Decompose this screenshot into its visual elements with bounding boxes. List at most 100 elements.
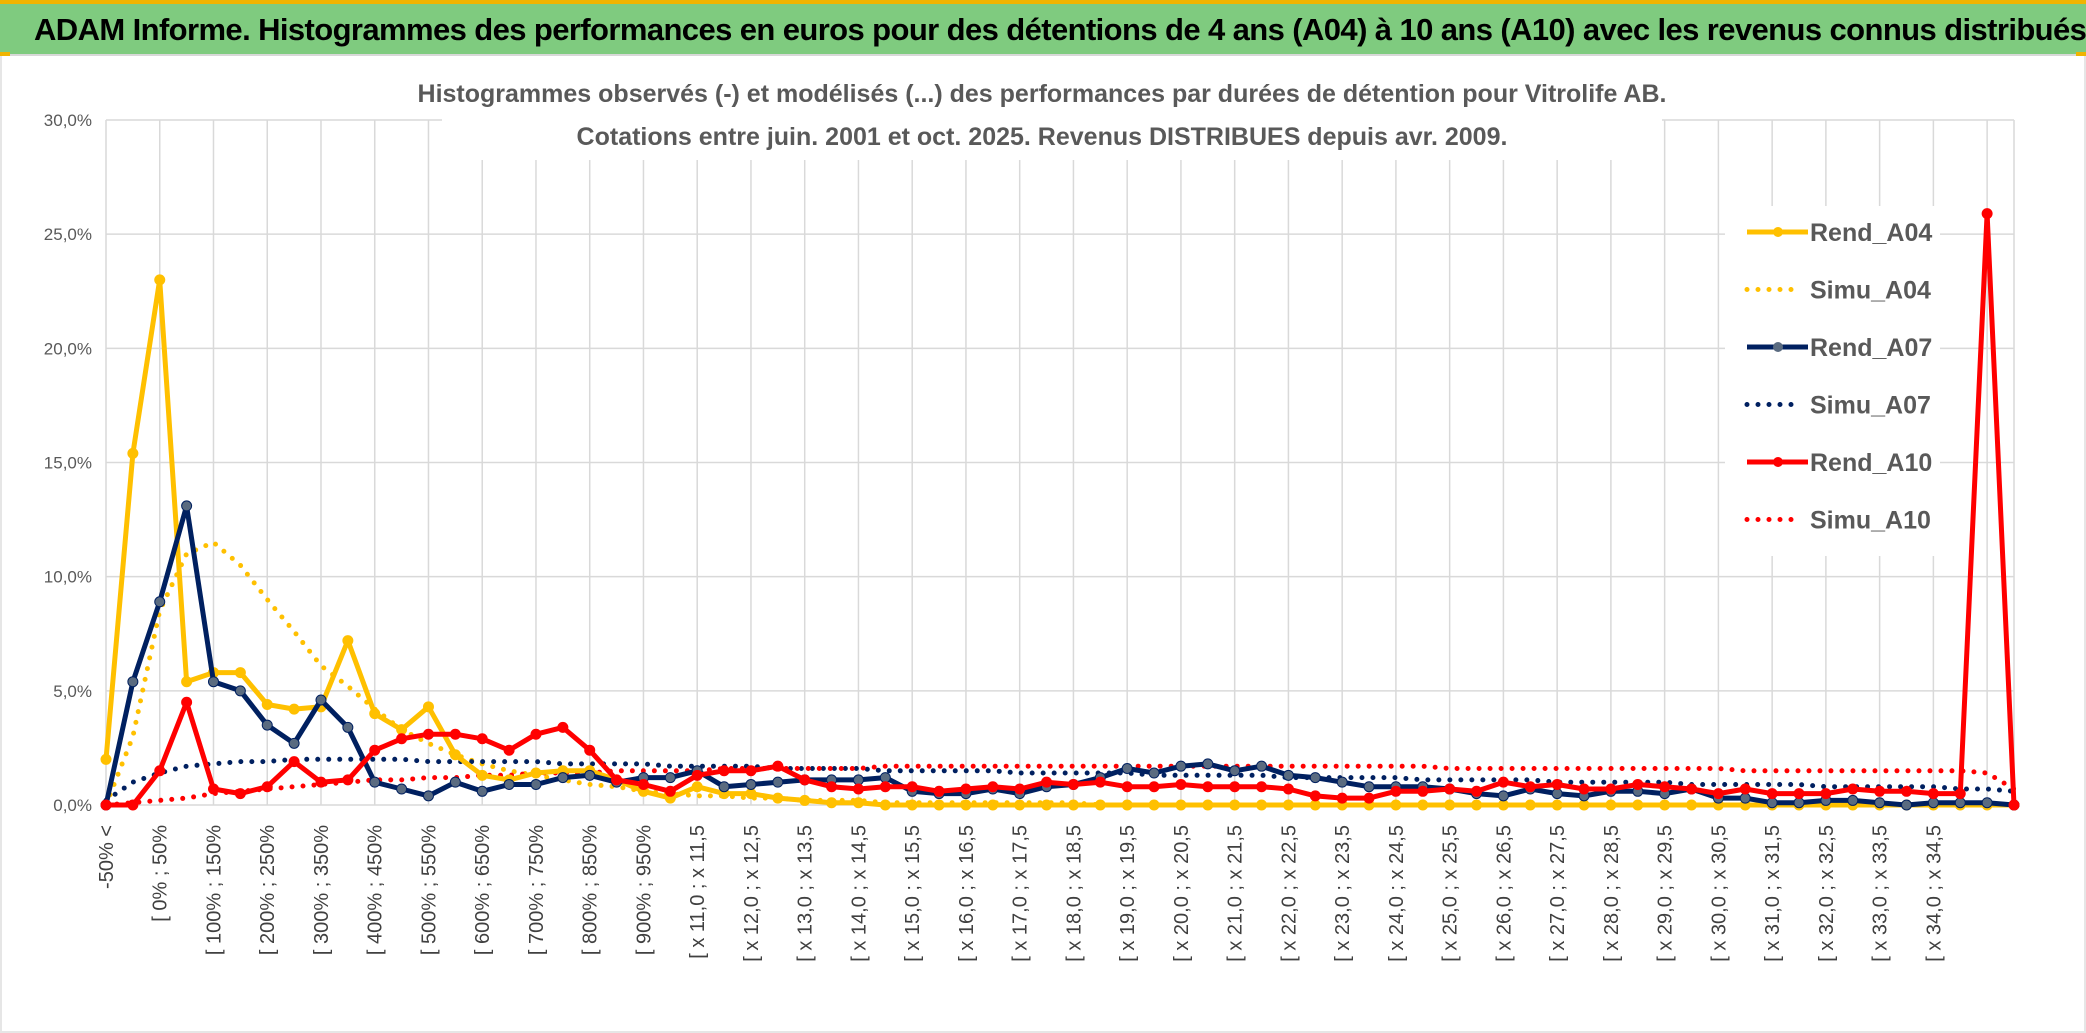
data-point — [799, 794, 811, 806]
y-tick-label: 5,0% — [53, 682, 92, 701]
x-tick-label: [ x 16,0 ; x 16,5 — [956, 825, 978, 962]
data-point — [100, 753, 112, 765]
legend-item-simu_a10: Simu_A10 — [1744, 507, 1931, 535]
legend-label: Simu_A04 — [1810, 277, 1931, 305]
x-tick-label: [ x 20,0 ; x 20,5 — [1171, 825, 1193, 962]
x-tick-label: [ x 19,0 ; x 19,5 — [1117, 825, 1139, 962]
data-point — [1363, 781, 1375, 793]
data-point — [1739, 783, 1751, 795]
x-tick-label: [ 700% ; 750% — [526, 825, 548, 955]
legend-item-rend_a07: Rend_A07 — [1747, 334, 1932, 362]
data-point — [852, 774, 864, 786]
data-point — [799, 774, 811, 786]
data-point — [234, 788, 246, 800]
x-tick-label: [ x 33,0 ; x 33,5 — [1870, 825, 1892, 962]
data-point — [1202, 799, 1214, 811]
data-point — [1282, 769, 1294, 781]
x-tick-label: [ x 32,0 ; x 32,5 — [1816, 825, 1838, 962]
data-point — [745, 778, 757, 790]
data-point — [691, 781, 703, 793]
data-point — [207, 676, 219, 688]
data-point — [1471, 785, 1483, 797]
data-point — [1121, 799, 1133, 811]
data-point — [772, 776, 784, 788]
data-point — [1256, 781, 1268, 793]
data-point — [154, 596, 166, 608]
data-point — [664, 772, 676, 784]
data-point — [1175, 760, 1187, 772]
data-point — [476, 769, 488, 781]
data-point — [396, 724, 408, 736]
data-point — [1390, 785, 1402, 797]
data-point — [879, 799, 891, 811]
legend-item-simu_a07: Simu_A07 — [1744, 392, 1931, 420]
x-tick-label: [ 200% ; 250% — [257, 825, 279, 955]
legend-label: Rend_A10 — [1810, 449, 1932, 477]
data-point — [396, 733, 408, 745]
data-point — [933, 799, 945, 811]
data-point — [503, 778, 515, 790]
data-point — [718, 781, 730, 793]
data-point — [1981, 208, 1993, 220]
data-point — [1282, 799, 1294, 811]
data-point — [100, 799, 112, 811]
data-point — [181, 676, 193, 688]
x-tick-label: [ x 24,0 ; x 24,5 — [1386, 825, 1408, 962]
x-tick-label: [ 0% ; 50% — [150, 825, 172, 922]
data-point — [664, 785, 676, 797]
data-point — [1229, 781, 1241, 793]
x-tick-label: [ x 29,0 ; x 29,5 — [1655, 825, 1677, 962]
data-point — [530, 728, 542, 740]
data-point — [127, 799, 139, 811]
data-point — [691, 769, 703, 781]
y-tick-label: 15,0% — [44, 454, 92, 473]
data-point — [342, 635, 354, 647]
data-point — [1847, 794, 1859, 806]
data-point — [422, 701, 434, 713]
legend-item-rend_a04: Rend_A04 — [1747, 219, 1932, 247]
data-point — [1175, 778, 1187, 790]
data-point — [1524, 799, 1536, 811]
data-point — [1793, 788, 1805, 800]
data-point — [476, 733, 488, 745]
x-tick-label: [ x 17,0 ; x 17,5 — [1010, 825, 1032, 962]
data-point — [1981, 797, 1993, 809]
report-header: ADAM Informe. Histogrammes des performan… — [0, 0, 2086, 56]
data-point — [181, 696, 193, 708]
data-point — [288, 756, 300, 768]
x-tick-label: [ 500% ; 550% — [418, 825, 440, 955]
data-point — [1766, 788, 1778, 800]
data-point — [611, 774, 623, 786]
data-point — [1067, 778, 1079, 790]
data-point — [1256, 760, 1268, 772]
corner-mark-left — [0, 52, 10, 56]
data-point — [1524, 781, 1536, 793]
data-point — [745, 765, 757, 777]
data-point — [1336, 792, 1348, 804]
data-point — [422, 790, 434, 802]
data-point — [1121, 781, 1133, 793]
x-tick-label: [ 800% ; 850% — [580, 825, 602, 955]
data-point — [987, 781, 999, 793]
data-point — [1901, 799, 1913, 811]
legend-label: Simu_A07 — [1810, 392, 1931, 420]
data-point — [234, 685, 246, 697]
data-point — [1686, 799, 1698, 811]
data-point — [1444, 783, 1456, 795]
x-tick-label: [ x 34,0 ; x 34,5 — [1923, 825, 1945, 962]
data-point — [1874, 797, 1886, 809]
x-tick-label: [ x 25,0 ; x 25,5 — [1440, 825, 1462, 962]
data-point — [1309, 772, 1321, 784]
data-point — [1202, 781, 1214, 793]
x-tick-label: [ x 26,0 ; x 26,5 — [1493, 825, 1515, 962]
data-point — [879, 781, 891, 793]
data-point — [1041, 776, 1053, 788]
data-point — [987, 799, 999, 811]
data-point — [1954, 797, 1966, 809]
data-point — [1551, 799, 1563, 811]
x-tick-label: [ 900% ; 950% — [633, 825, 655, 955]
y-tick-label: 25,0% — [44, 225, 92, 244]
legend-marker — [1773, 342, 1783, 352]
data-point — [1766, 797, 1778, 809]
data-point — [1820, 788, 1832, 800]
